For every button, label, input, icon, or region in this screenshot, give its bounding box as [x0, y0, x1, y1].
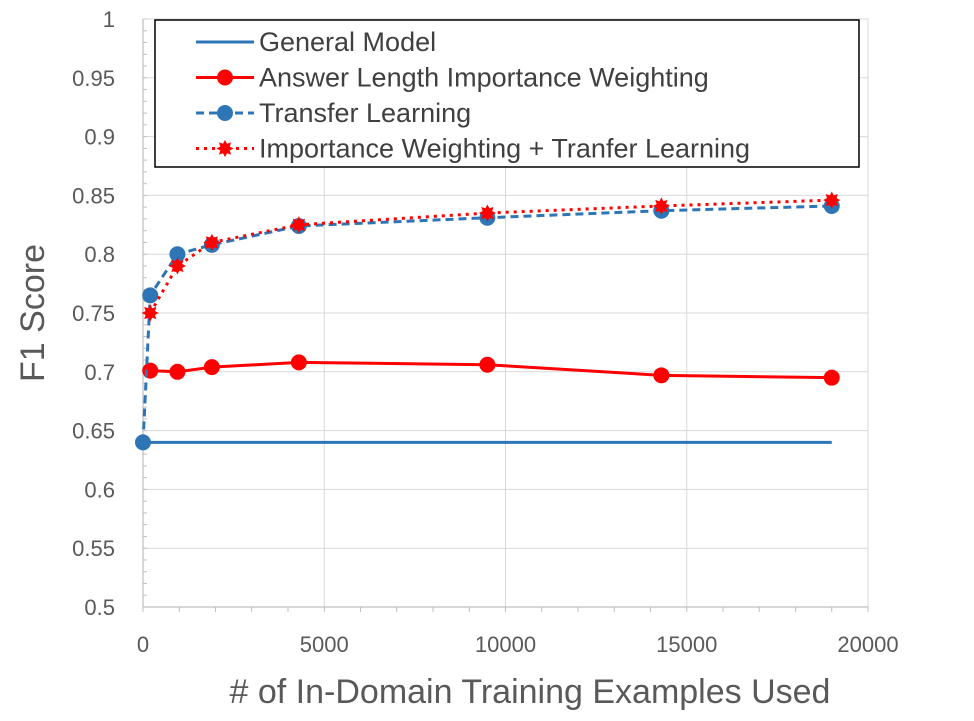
- data-point: [168, 257, 187, 275]
- data-point: [823, 191, 841, 209]
- y-tick-label: 0.95: [72, 66, 115, 91]
- legend: General Model Answer Length Importance We…: [154, 19, 860, 168]
- y-tick-label: 0.7: [84, 360, 115, 385]
- series-2: [135, 197, 840, 451]
- legend-label: Transfer Learning: [259, 98, 471, 128]
- y-tick-label: 0.9: [84, 125, 115, 150]
- series-lines: [135, 191, 841, 451]
- series-1: [142, 354, 840, 386]
- legend-box: [154, 19, 860, 168]
- data-point: [169, 363, 186, 380]
- data-point: [652, 197, 670, 215]
- data-point: [653, 367, 670, 384]
- x-tick-label: 5000: [300, 632, 349, 657]
- data-point: [203, 233, 221, 252]
- legend-marker: [217, 105, 233, 121]
- legend-label: Importance Weighting + Tranfer Learning: [259, 134, 750, 164]
- data-point: [479, 356, 496, 373]
- y-tick-label: 0.65: [72, 419, 115, 444]
- data-point: [142, 287, 159, 304]
- y-axis-title: F1 Score: [14, 244, 52, 382]
- x-axis-title: # of In-Domain Training Examples Used: [230, 673, 831, 711]
- x-tick-label: 10000: [475, 632, 536, 657]
- legend-item: General Model: [196, 27, 436, 57]
- y-tick-label: 0.75: [72, 301, 115, 326]
- legend-item: Transfer Learning: [196, 98, 471, 128]
- data-point: [823, 369, 840, 386]
- data-point: [290, 216, 308, 234]
- data-point: [135, 434, 151, 451]
- data-point: [141, 304, 159, 322]
- data-point: [203, 359, 220, 376]
- data-point: [290, 354, 307, 371]
- y-tick-label: 0.85: [72, 183, 115, 208]
- y-tick-label: 0.8: [84, 242, 115, 267]
- legend-item: Importance Weighting + Tranfer Learning: [196, 134, 750, 164]
- x-tick-label: 0: [137, 632, 149, 657]
- y-tick-label: 1: [103, 7, 115, 32]
- y-tick-label: 0.6: [84, 477, 115, 502]
- y-tick-label: 0.55: [72, 536, 115, 561]
- series-3: [141, 191, 841, 322]
- legend-label: General Model: [259, 27, 436, 57]
- series-line: [141, 204, 832, 443]
- x-tick-label: 15000: [656, 632, 717, 657]
- legend-label: Answer Length Importance Weighting: [259, 63, 709, 93]
- legend-marker: [216, 139, 234, 158]
- legend-item: Answer Length Importance Weighting: [196, 63, 709, 93]
- tick-labels: 0.5 0.55 0.6 0.65 0.7 0.75 0.8 0.85 0.9 0.95 1 0 500…: [72, 7, 898, 657]
- legend-marker: [217, 69, 233, 86]
- data-point: [478, 204, 496, 222]
- x-tick-label: 20000: [837, 632, 898, 657]
- y-tick-label: 0.5: [84, 595, 115, 620]
